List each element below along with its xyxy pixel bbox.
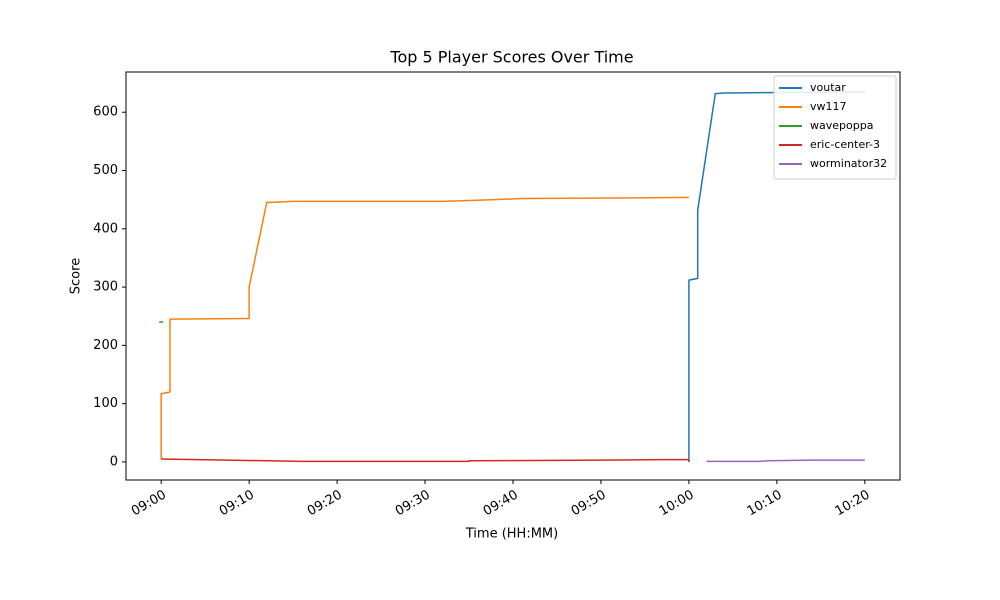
legend-label: voutar [810, 81, 846, 94]
x-tick-label: 10:20 [833, 488, 873, 520]
legend-label: vw117 [810, 100, 847, 113]
x-axis-label: Time (HH:MM) [465, 527, 558, 542]
legend-label: eric-center-3 [810, 138, 880, 151]
x-tick-label: 10:00 [657, 488, 697, 520]
y-tick-label: 200 [93, 338, 118, 353]
legend-label: worminator32 [810, 157, 887, 170]
y-tick-label: 600 [93, 105, 118, 120]
legend-box [773, 75, 897, 180]
series-line [706, 459, 865, 463]
y-tick-label: 100 [93, 396, 118, 411]
y-tick-label: 0 [110, 454, 118, 469]
x-tick-label: 09:50 [569, 488, 609, 520]
series-line [161, 458, 690, 463]
y-tick-label: 500 [93, 163, 118, 178]
series-line [688, 91, 865, 462]
series-line [160, 196, 689, 460]
legend-label: wavepoppa [810, 119, 873, 132]
chart-title: Top 5 Player Scores Over Time [389, 48, 633, 67]
x-tick-label: 09:40 [481, 488, 521, 520]
y-tick-label: 300 [93, 280, 118, 295]
y-tick-label: 400 [93, 221, 118, 236]
x-tick-label: 09:00 [129, 488, 169, 520]
x-tick-label: 09:10 [217, 488, 257, 520]
x-tick-label: 10:10 [745, 488, 785, 520]
x-tick-label: 09:20 [305, 488, 345, 520]
y-axis-label: Score [69, 258, 84, 294]
x-tick-label: 09:30 [393, 488, 433, 520]
